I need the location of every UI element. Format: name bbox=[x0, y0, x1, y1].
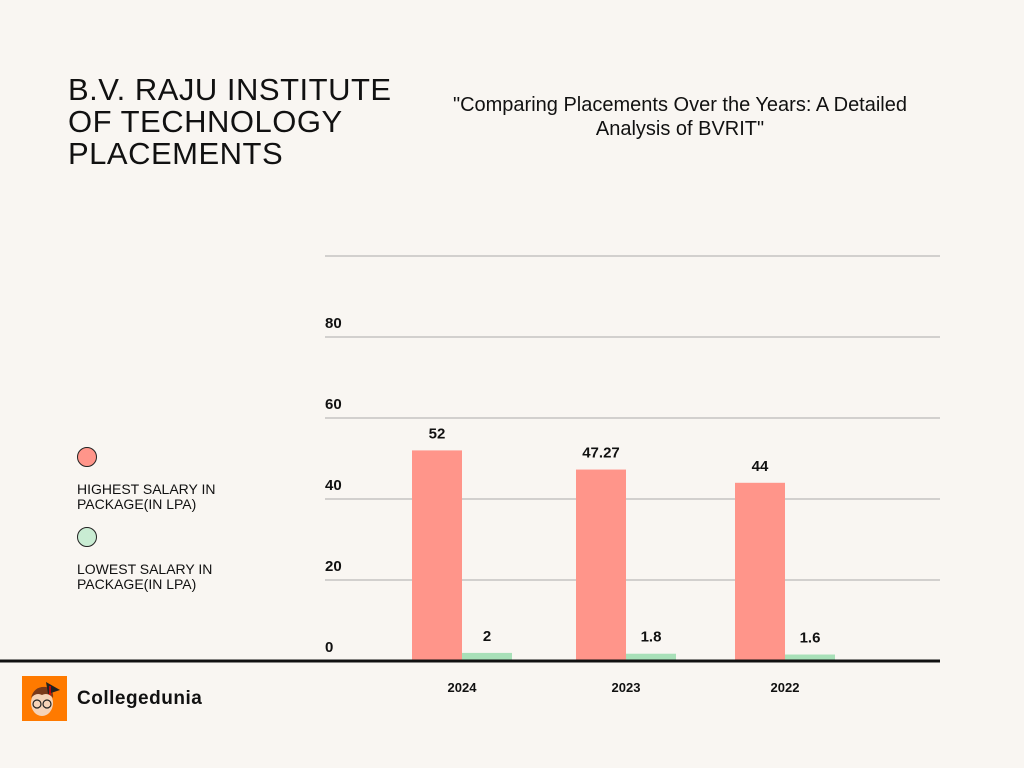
data-label: 52 bbox=[429, 425, 446, 442]
mascot-icon bbox=[31, 682, 60, 716]
x-tick-label: 2024 bbox=[448, 680, 478, 695]
y-tick-label: 80 bbox=[325, 315, 342, 332]
legend-label-highest: HIGHEST SALARY IN PACKAGE(IN LPA) bbox=[77, 481, 216, 512]
y-tick-label: 20 bbox=[325, 558, 342, 575]
bar-2022-lowest bbox=[785, 654, 835, 661]
y-tick-label: 60 bbox=[325, 396, 342, 413]
bar-2023-lowest bbox=[626, 653, 676, 661]
x-tick-label: 2022 bbox=[771, 680, 800, 695]
legend-swatch-highest bbox=[77, 447, 97, 467]
bar-2022-highest bbox=[735, 482, 785, 661]
data-label: 44 bbox=[752, 458, 769, 475]
x-tick-label: 2023 bbox=[612, 680, 641, 695]
page-title: B.V. RAJU INSTITUTE OF TECHNOLOGY PLACEM… bbox=[68, 72, 392, 171]
y-tick-label: 40 bbox=[325, 477, 342, 494]
legend-swatch-lowest bbox=[77, 527, 97, 547]
collegedunia-logo bbox=[22, 676, 67, 721]
bar-2023-highest bbox=[576, 469, 626, 661]
bar-2024-highest bbox=[412, 450, 462, 661]
data-label: 1.8 bbox=[641, 629, 662, 646]
y-tick-label: 0 bbox=[325, 639, 333, 656]
data-label: 2 bbox=[483, 628, 491, 645]
chart-subtitle: "Comparing Placements Over the Years: A … bbox=[452, 94, 907, 140]
bar-2024-lowest bbox=[462, 652, 512, 661]
data-label: 47.27 bbox=[582, 445, 620, 462]
legend-label-lowest: LOWEST SALARY IN PACKAGE(IN LPA) bbox=[77, 561, 213, 592]
brand-name: Collegedunia bbox=[77, 688, 203, 709]
data-label: 1.6 bbox=[800, 630, 821, 647]
